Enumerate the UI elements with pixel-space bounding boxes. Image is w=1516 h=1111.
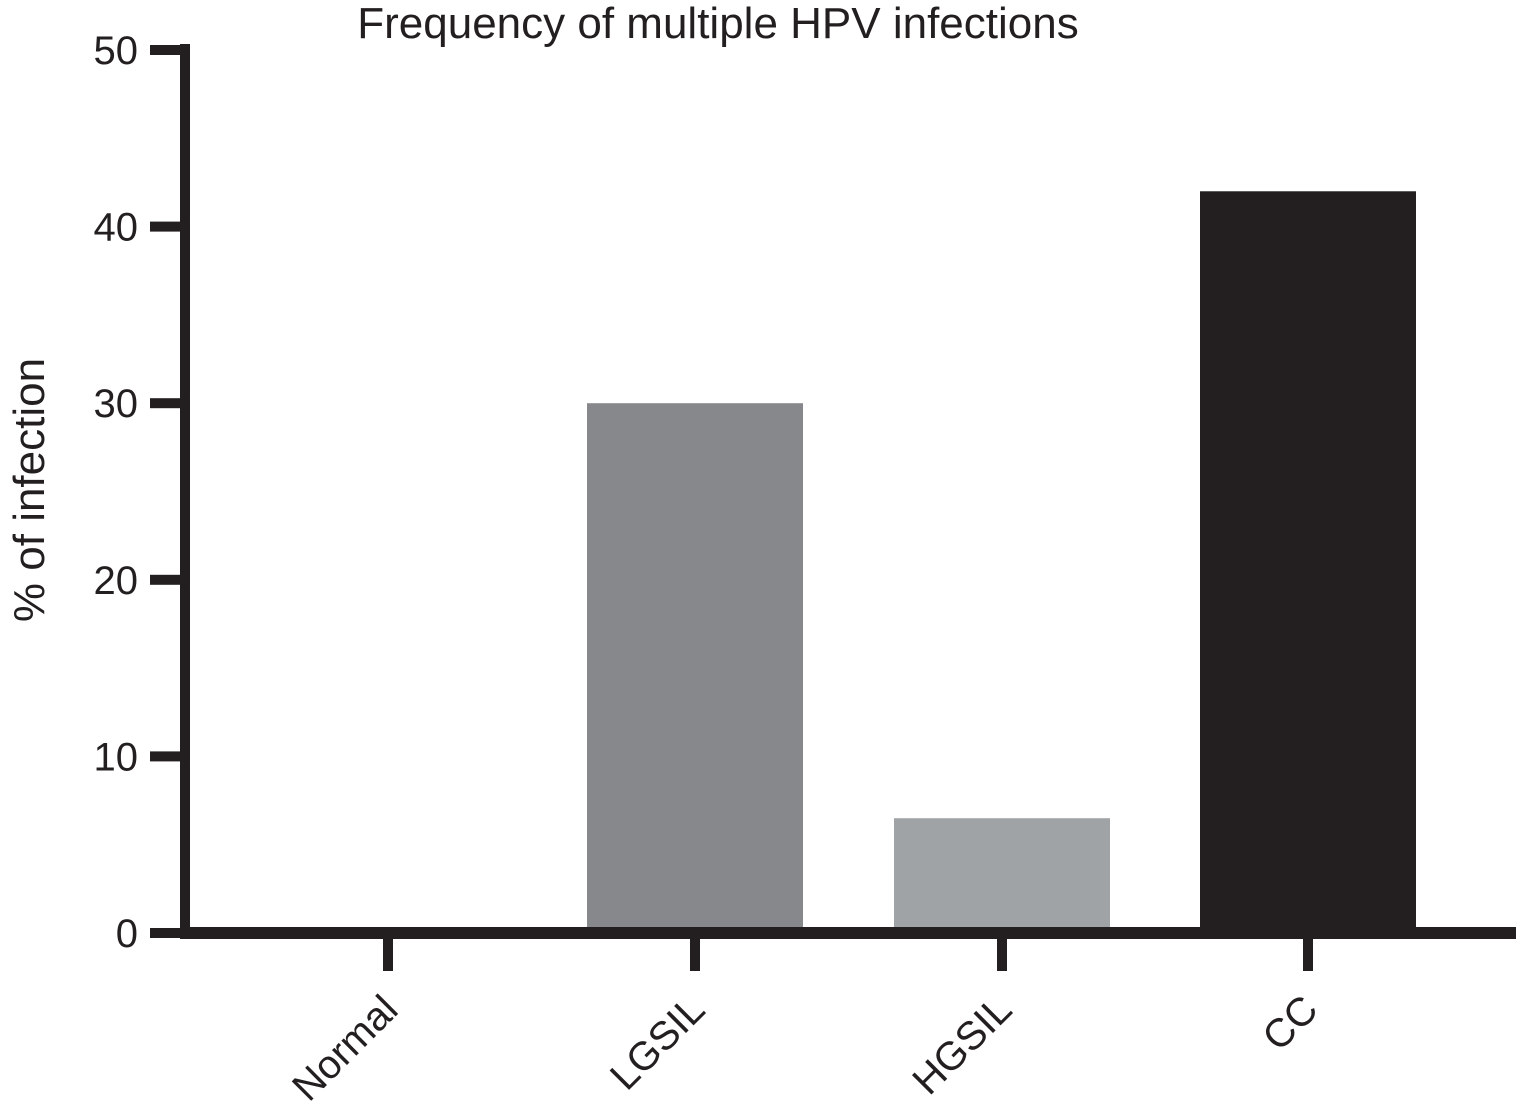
y-ticks-group: 0 10 20 30 40 50 — [94, 29, 190, 956]
y-tick-mark — [150, 45, 190, 55]
y-tick-label: 20 — [94, 559, 139, 603]
x-tick-mark — [1303, 933, 1313, 971]
y-axis-line — [180, 44, 190, 939]
y-tick-mark — [150, 398, 190, 409]
y-tick-mark — [150, 574, 190, 585]
y-tick-mark — [150, 928, 190, 938]
axes-group — [180, 44, 1516, 939]
x-tick-label: CC — [1254, 987, 1326, 1059]
x-tick-label: HGSIL — [904, 987, 1020, 1103]
y-tick-label: 0 — [116, 912, 138, 956]
bar-lgsil — [587, 403, 803, 933]
x-tick-mark — [997, 933, 1007, 971]
y-tick-label: 10 — [94, 735, 139, 779]
bar-hgsil — [894, 818, 1110, 933]
y-tick-label: 50 — [94, 29, 139, 73]
y-tick-mark — [150, 751, 190, 762]
chart-title: Frequency of multiple HPV infections — [357, 0, 1078, 48]
x-tick-mark — [383, 933, 393, 971]
y-tick-mark — [150, 221, 190, 232]
x-tick-label: Normal — [284, 987, 406, 1109]
bars-group — [587, 191, 1416, 933]
x-ticks-group: Normal LGSIL HGSIL CC — [284, 933, 1326, 1110]
y-tick-label: 40 — [94, 206, 139, 250]
bar-cc — [1200, 191, 1416, 933]
x-tick-label: LGSIL — [602, 987, 713, 1098]
y-tick-label: 30 — [94, 382, 139, 426]
x-axis-line — [180, 927, 1516, 939]
x-tick-mark — [690, 933, 700, 971]
y-axis-label: % of infection — [5, 358, 54, 622]
